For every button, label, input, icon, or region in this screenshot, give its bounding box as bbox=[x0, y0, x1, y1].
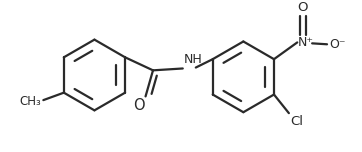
Text: NH: NH bbox=[184, 53, 202, 66]
Text: O⁻: O⁻ bbox=[329, 38, 345, 51]
Text: Cl: Cl bbox=[291, 115, 304, 128]
Text: CH₃: CH₃ bbox=[20, 95, 42, 108]
Text: O: O bbox=[298, 2, 308, 14]
Text: N⁺: N⁺ bbox=[298, 36, 314, 49]
Text: O: O bbox=[133, 98, 145, 113]
